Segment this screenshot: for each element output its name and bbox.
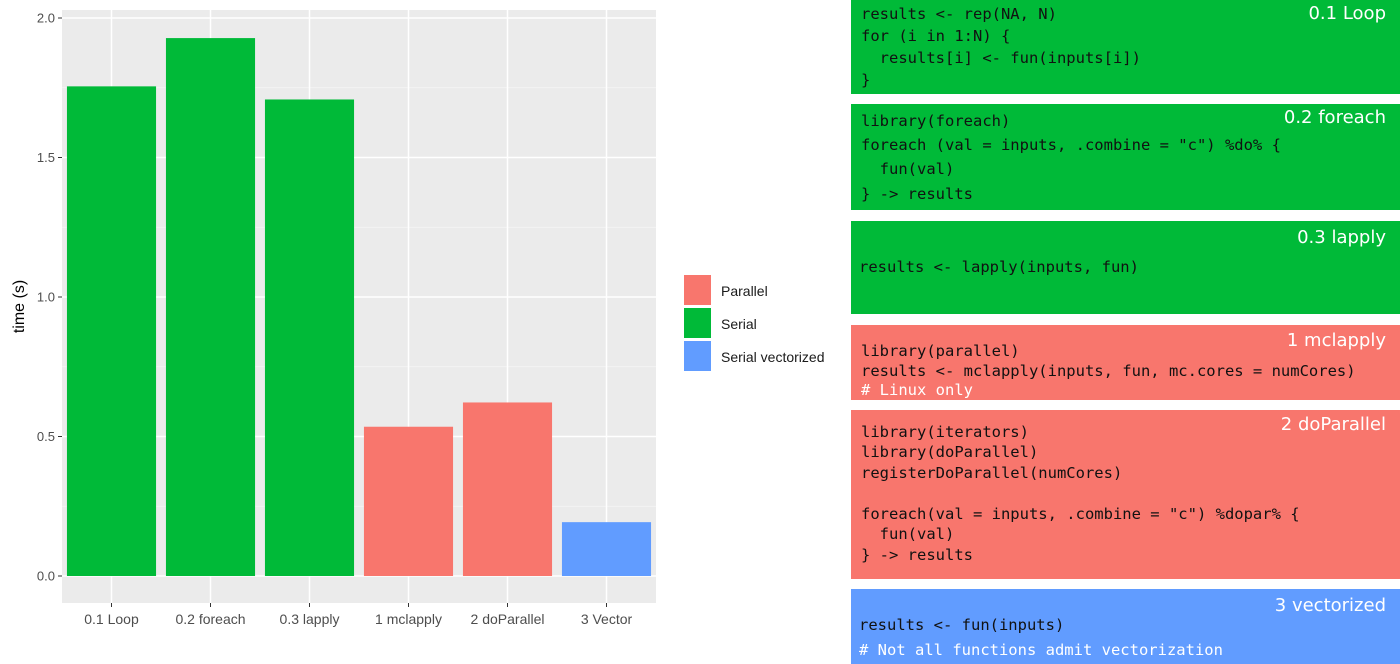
panel-title-foreach: 0.2 foreach [1283, 107, 1386, 128]
code-line: results <- fun(inputs) [859, 616, 1065, 634]
y-tick-label: 2.0 [37, 11, 55, 26]
x-tick-label: 3 Vector [581, 611, 633, 627]
legend-label-serial: Serial [721, 316, 757, 332]
code-line: fun(val) [861, 525, 955, 543]
plot-panel [62, 10, 656, 603]
legend: Parallel Serial Serial vectorized [684, 275, 844, 374]
legend-item-parallel: Parallel [684, 275, 844, 308]
code-line: results[i] <- fun(inputs[i]) [861, 49, 1141, 67]
code-line: library(foreach) [861, 112, 1011, 130]
bar [561, 522, 652, 576]
legend-swatch-parallel [684, 275, 711, 305]
code-line: } -> results [861, 185, 973, 203]
bar-chart: 0.0 0.5 1.0 1.5 2.0 0.1 Loop 0.2 foreach 0.3 la… [11, 10, 656, 627]
x-tick-label: 1 mclapply [375, 611, 442, 627]
bar [462, 402, 553, 576]
y-tick-label: 1.5 [37, 150, 55, 165]
legend-label-serial-vectorized: Serial vectorized [721, 349, 825, 365]
y-tick-label: 0.5 [37, 429, 55, 444]
legend-swatch-serial [684, 308, 711, 338]
code-line: } -> results [861, 546, 973, 564]
panel-title-loop: 0.1 Loop [1308, 3, 1386, 24]
code-line: results <- lapply(inputs, fun) [859, 258, 1139, 276]
panel-title-lapply: 0.3 lapply [1297, 227, 1386, 248]
panel-title-doparallel: 2 doParallel [1280, 414, 1386, 435]
code-line: for (i in 1:N) { [861, 27, 1011, 45]
code-line: } [861, 71, 871, 89]
bar [165, 38, 256, 576]
legend-item-serial: Serial [684, 308, 844, 341]
x-tick-label: 0.1 Loop [84, 611, 139, 627]
code-line: foreach(val = inputs, .combine = "c") %d… [861, 505, 1300, 523]
code-line: results <- mclapply(inputs, fun, mc.core… [861, 362, 1356, 380]
code-line: results <- rep(NA, N) [861, 5, 1057, 23]
code-panel-loop: 0.1 Loop results <- rep(NA, N) for (i in… [851, 0, 1400, 94]
code-line: library(doParallel) [861, 443, 1039, 461]
panel-title-mclapply: 1 mclapply [1286, 330, 1386, 351]
code-panel-doparallel: 2 doParallel library(iterators) library(… [851, 410, 1400, 579]
code-line: foreach (val = inputs, .combine = "c") %… [861, 136, 1281, 154]
x-tick-label: 2 doParallel [471, 611, 545, 627]
panel-title-vectorized: 3 vectorized [1274, 595, 1386, 616]
code-line: library(iterators) [861, 423, 1029, 441]
x-tick-label: 0.2 foreach [175, 611, 245, 627]
y-tick-label: 0.0 [37, 569, 55, 584]
bar [66, 86, 157, 576]
code-panel-foreach: 0.2 foreach library(foreach) foreach (va… [851, 104, 1400, 210]
y-tick-label: 1.0 [37, 290, 55, 305]
code-panel-mclapply: 1 mclapply library(parallel) results <- … [851, 325, 1400, 400]
y-axis-title: time (s) [11, 280, 28, 333]
bar [363, 426, 454, 576]
x-tick-label: 0.3 lapply [280, 611, 340, 627]
code-line: fun(val) [861, 160, 955, 178]
code-line: library(parallel) [861, 342, 1020, 360]
legend-label-parallel: Parallel [721, 283, 768, 299]
legend-item-serial-vectorized: Serial vectorized [684, 341, 844, 374]
code-line: registerDoParallel(numCores) [861, 464, 1123, 482]
code-panel-vectorized: 3 vectorized results <- fun(inputs) # No… [851, 589, 1400, 664]
code-comment: # Not all functions admit vectorization [859, 641, 1223, 659]
bar [264, 99, 355, 576]
code-panel-lapply: 0.3 lapply results <- lapply(inputs, fun… [851, 221, 1400, 314]
legend-swatch-serial-vectorized [684, 341, 711, 371]
code-comment: # Linux only [861, 381, 973, 399]
